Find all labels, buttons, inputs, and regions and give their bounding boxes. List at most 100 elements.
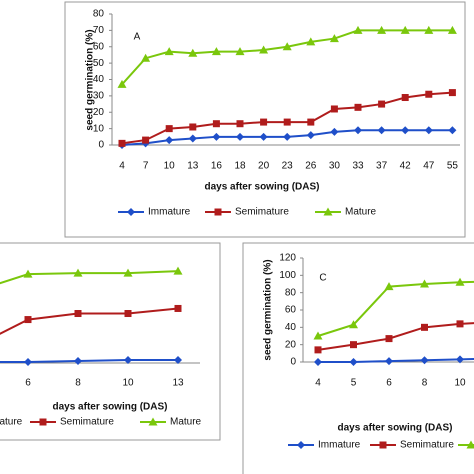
x-tick-label: 13 bbox=[187, 161, 199, 172]
marker bbox=[148, 417, 158, 426]
x-tick-label: 10 bbox=[164, 161, 176, 172]
y-axis-label: seed germination (%) bbox=[263, 259, 274, 360]
marker bbox=[283, 132, 292, 141]
marker bbox=[401, 126, 410, 135]
marker bbox=[259, 45, 269, 54]
x-tick-label: 8 bbox=[75, 378, 81, 389]
x-tick-label: 47 bbox=[423, 161, 435, 172]
x-tick-label: 26 bbox=[305, 161, 317, 172]
y-tick-label: 70 bbox=[93, 25, 105, 36]
marker bbox=[142, 136, 150, 144]
marker bbox=[349, 358, 358, 366]
marker bbox=[377, 25, 387, 34]
panel-frame bbox=[242, 242, 474, 474]
marker bbox=[259, 132, 268, 141]
marker bbox=[329, 34, 339, 43]
marker bbox=[141, 53, 151, 62]
x-axis-label: days after sowing (DAS) bbox=[52, 402, 167, 413]
marker bbox=[421, 323, 428, 331]
marker bbox=[260, 118, 268, 126]
marker bbox=[24, 357, 32, 366]
legend-label: Immature bbox=[148, 207, 191, 218]
legend-label: Mature bbox=[170, 417, 202, 428]
marker bbox=[353, 25, 363, 34]
panel-label: C bbox=[319, 273, 326, 284]
y-tick-label: 60 bbox=[285, 305, 297, 316]
x-tick-label: 55 bbox=[447, 161, 459, 172]
marker bbox=[174, 355, 182, 364]
x-tick-label: 6 bbox=[386, 378, 392, 389]
marker bbox=[189, 123, 197, 131]
y-tick-label: 80 bbox=[285, 287, 297, 298]
y-tick-label: 100 bbox=[279, 270, 296, 281]
legend-label: Semimature bbox=[60, 417, 114, 428]
marker bbox=[385, 335, 393, 343]
series-line bbox=[318, 358, 474, 363]
panel-frame bbox=[0, 242, 221, 441]
marker bbox=[306, 131, 315, 140]
marker bbox=[23, 269, 33, 278]
marker bbox=[236, 132, 244, 141]
y-tick-label: 120 bbox=[279, 253, 296, 264]
marker bbox=[456, 355, 464, 364]
marker bbox=[424, 25, 434, 34]
marker bbox=[448, 126, 457, 135]
y-tick-label: 50 bbox=[93, 58, 105, 69]
x-tick-label: 8 bbox=[422, 378, 428, 389]
legend-label: Immature bbox=[318, 440, 361, 451]
marker bbox=[379, 441, 387, 449]
x-tick-label: 4 bbox=[315, 378, 321, 389]
y-tick-label: 20 bbox=[285, 339, 297, 350]
marker bbox=[124, 355, 132, 364]
panel-label: A bbox=[134, 32, 141, 43]
marker bbox=[24, 316, 32, 324]
marker bbox=[211, 47, 221, 56]
legend-label: Mature bbox=[345, 207, 377, 218]
marker bbox=[212, 120, 220, 128]
series-line bbox=[317, 280, 474, 337]
legend-label: Semimature bbox=[235, 207, 289, 218]
x-tick-label: 10 bbox=[122, 378, 134, 389]
x-tick-label: 23 bbox=[282, 161, 294, 172]
y-tick-label: 10 bbox=[93, 123, 105, 134]
marker bbox=[385, 357, 393, 366]
marker bbox=[466, 440, 474, 449]
marker bbox=[297, 441, 305, 449]
marker bbox=[118, 139, 126, 147]
marker bbox=[420, 356, 429, 365]
x-tick-label: 37 bbox=[376, 161, 388, 172]
y-tick-label: 80 bbox=[93, 9, 105, 20]
y-tick-label: 30 bbox=[93, 91, 105, 102]
marker bbox=[330, 105, 338, 113]
x-tick-label: 5 bbox=[351, 378, 357, 389]
y-tick-label: 60 bbox=[93, 41, 105, 52]
marker bbox=[425, 90, 433, 98]
x-tick-label: 30 bbox=[329, 161, 341, 172]
marker bbox=[384, 282, 394, 291]
x-tick-label: 13 bbox=[172, 378, 184, 389]
y-tick-label: 20 bbox=[93, 107, 105, 118]
marker bbox=[74, 356, 82, 365]
legend-label: Immature bbox=[0, 417, 23, 428]
marker bbox=[401, 94, 409, 102]
marker bbox=[378, 100, 386, 108]
marker bbox=[165, 136, 174, 145]
y-axis-label: seed germination (%) bbox=[85, 29, 96, 130]
marker bbox=[74, 310, 82, 318]
marker bbox=[127, 208, 135, 216]
x-tick-label: 20 bbox=[258, 161, 270, 172]
x-tick-label: 18 bbox=[234, 161, 246, 172]
marker bbox=[283, 118, 291, 126]
marker bbox=[39, 418, 47, 426]
y-tick-label: 0 bbox=[290, 357, 296, 368]
marker bbox=[314, 346, 322, 354]
x-tick-label: 7 bbox=[143, 161, 149, 172]
x-tick-label: 16 bbox=[211, 161, 223, 172]
marker bbox=[349, 320, 358, 329]
x-axis-label: days after sowing (DAS) bbox=[337, 423, 452, 434]
marker bbox=[282, 42, 292, 51]
marker bbox=[164, 47, 174, 56]
marker bbox=[424, 126, 433, 135]
marker bbox=[124, 310, 132, 318]
